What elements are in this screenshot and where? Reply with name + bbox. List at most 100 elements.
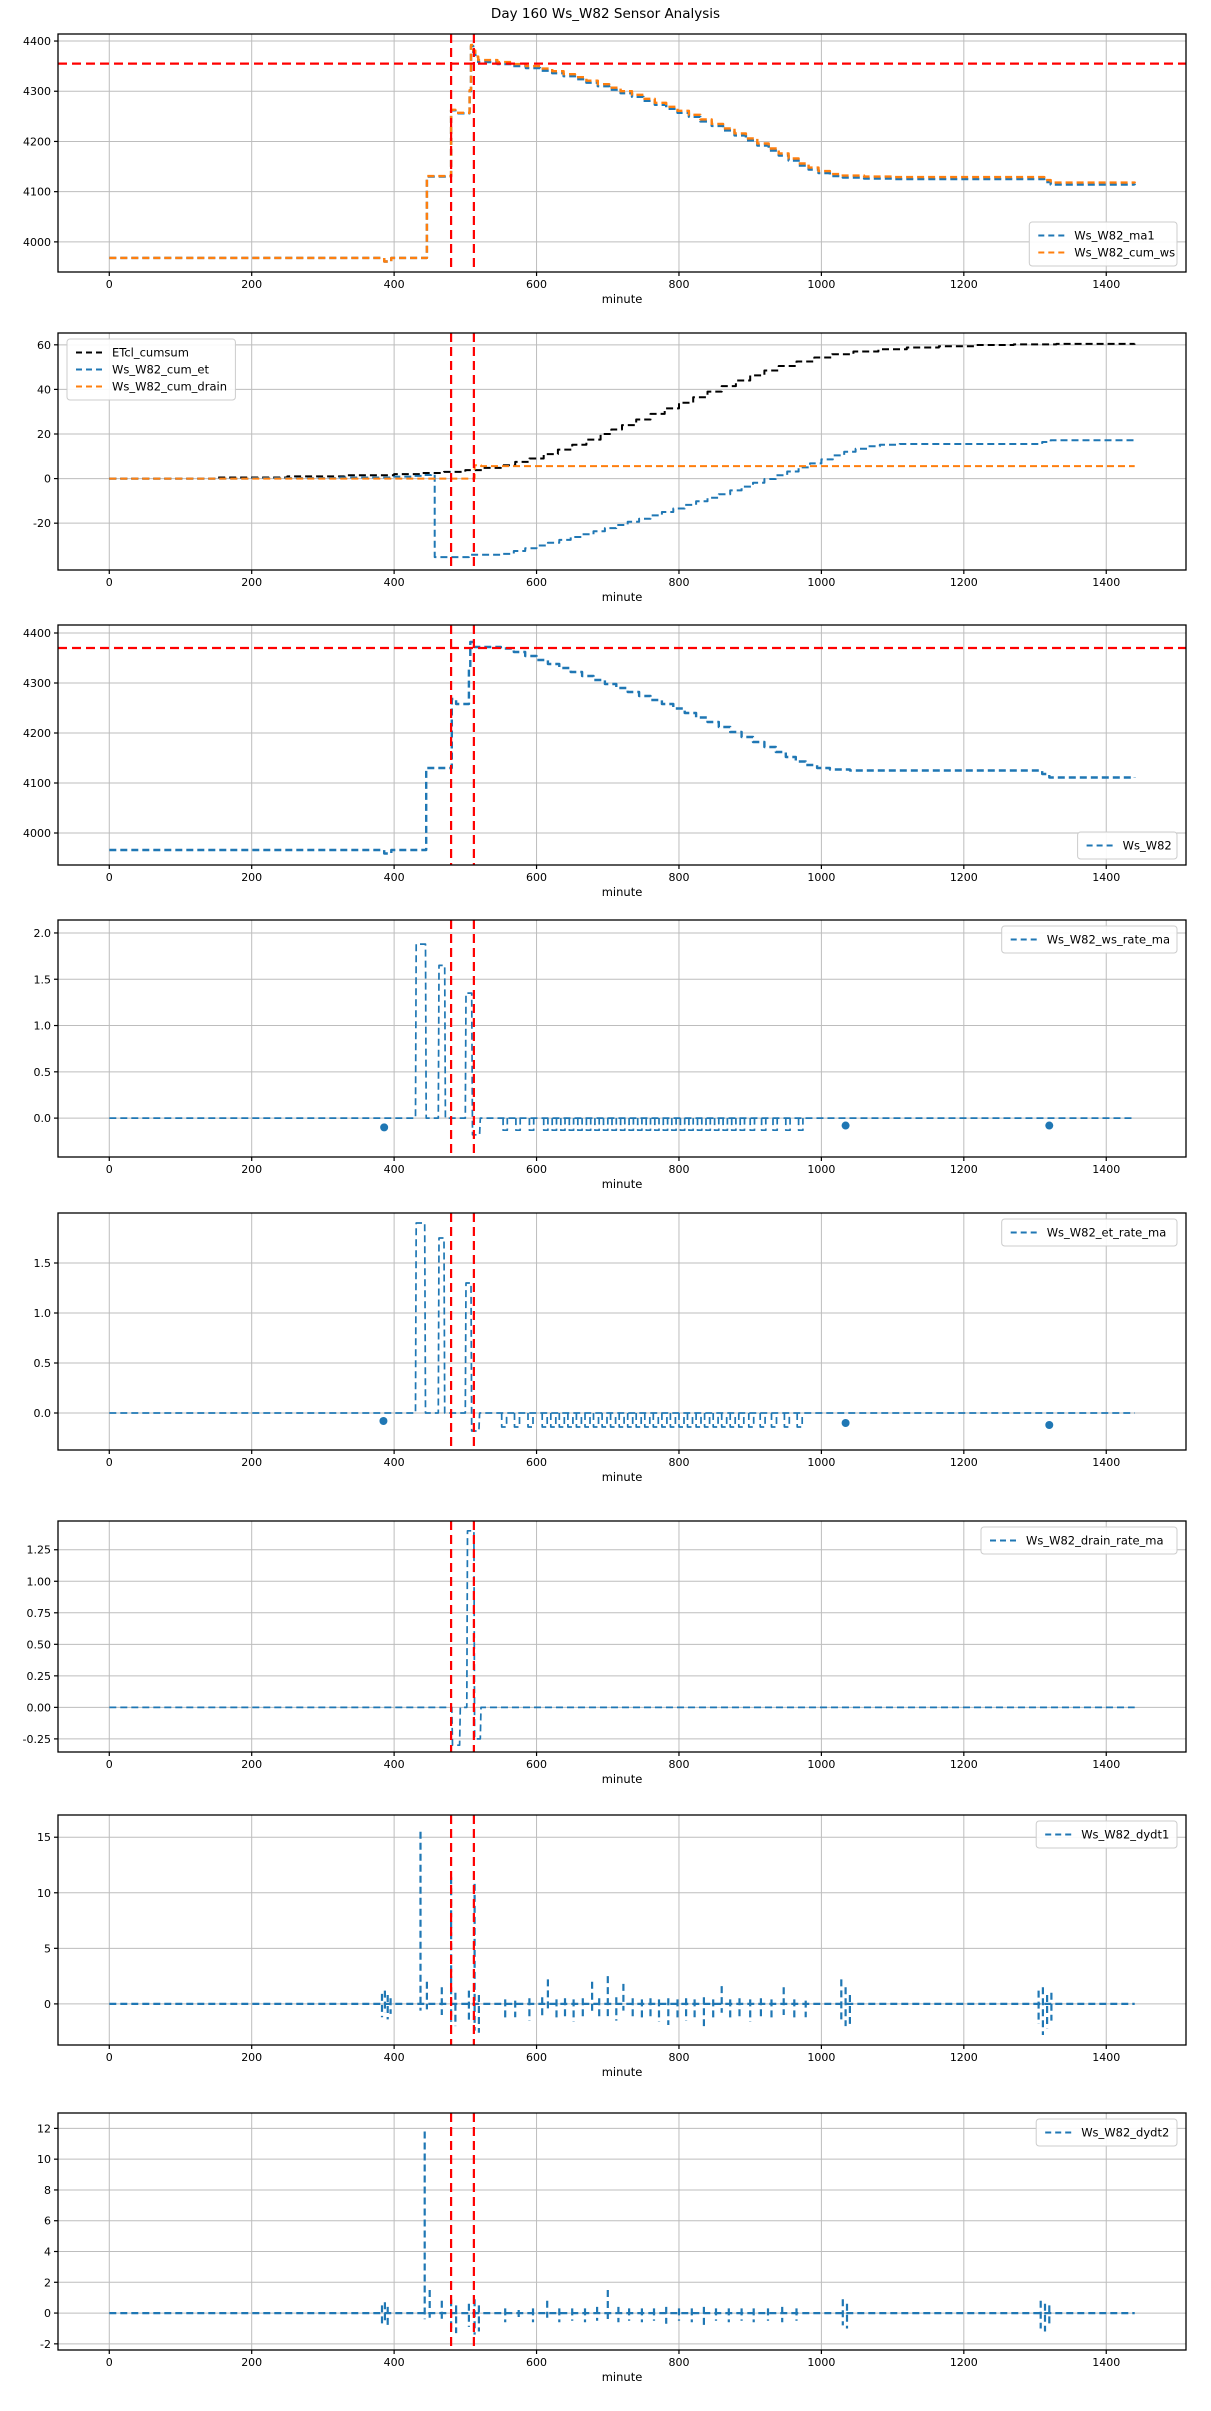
y-axis: -0.25 0.00 0.25 0.50 0.75 1.00 1.25	[23, 1544, 58, 1746]
legend: Ws_W82_et_rate_ma	[1001, 1218, 1178, 1247]
svg-text:20: 20	[37, 428, 51, 441]
x-axis-label: minute	[602, 292, 643, 306]
svg-text:600: 600	[526, 871, 547, 884]
svg-text:4100: 4100	[23, 186, 51, 199]
svg-text:4000: 4000	[23, 827, 51, 840]
svg-text:4200: 4200	[23, 135, 51, 148]
x-axis-label: minute	[602, 1772, 643, 1786]
svg-text:400: 400	[384, 2051, 405, 2064]
svg-text:10: 10	[37, 2153, 51, 2166]
svg-text:1200: 1200	[950, 1456, 978, 1469]
svg-text:1400: 1400	[1092, 2051, 1120, 2064]
svg-text:4100: 4100	[23, 777, 51, 790]
svg-text:1000: 1000	[807, 1163, 835, 1176]
svg-text:200: 200	[241, 1456, 262, 1469]
svg-text:1000: 1000	[807, 278, 835, 291]
legend: Ws_W82_drain_rate_ma	[980, 1526, 1178, 1555]
svg-text:1.0: 1.0	[34, 1020, 52, 1033]
svg-text:1400: 1400	[1092, 871, 1120, 884]
svg-text:-20: -20	[33, 517, 51, 530]
svg-text:200: 200	[241, 278, 262, 291]
series-Ws_W82_cum_ws	[109, 43, 1136, 263]
svg-text:0.50: 0.50	[27, 1638, 52, 1651]
x-axis: 0 200 400 600 800 1000 1200 1400 minute	[106, 2350, 1120, 2384]
legend: Ws_W82	[1077, 831, 1178, 860]
svg-text:1200: 1200	[950, 2051, 978, 2064]
svg-text:1200: 1200	[950, 1163, 978, 1176]
y-axis: 0 5 10 15	[37, 1831, 58, 2011]
svg-text:1400: 1400	[1092, 1758, 1120, 1771]
x-axis-label: minute	[602, 2370, 643, 2384]
legend: Ws_W82_dydt1	[1035, 1820, 1178, 1849]
legend: Ws_W82_ws_rate_ma	[1001, 925, 1178, 954]
series-Ws_W82_dydt1	[109, 1831, 1135, 2035]
svg-text:0: 0	[44, 1998, 51, 2011]
svg-text:1400: 1400	[1092, 576, 1120, 589]
svg-text:10: 10	[37, 1887, 51, 1900]
svg-text:1400: 1400	[1092, 1456, 1120, 1469]
svg-text:1200: 1200	[950, 576, 978, 589]
svg-text:1200: 1200	[950, 2356, 978, 2369]
svg-text:800: 800	[668, 278, 689, 291]
svg-text:5: 5	[44, 1942, 51, 1955]
series-Ws_W82_dydt2	[109, 2131, 1135, 2335]
legend-label: Ws_W82_cum_ws	[1074, 246, 1175, 260]
svg-text:0.0: 0.0	[34, 1407, 52, 1420]
series-Ws_W82_et_rate_ma	[109, 1222, 1135, 1432]
svg-text:1400: 1400	[1092, 2356, 1120, 2369]
svg-text:600: 600	[526, 2356, 547, 2369]
legend-label: ETcl_cumsum	[112, 346, 189, 360]
subplot-2: 0 200 400 600 800 1000 1200 1400 minute -20 0 20 40 6…	[33, 332, 1187, 604]
svg-text:600: 600	[526, 2051, 547, 2064]
y-axis: -2 0 2 4 6 8 10 12	[37, 2122, 58, 2351]
svg-text:0: 0	[106, 278, 113, 291]
x-axis: 0 200 400 600 800 1000 1200 1400 minute	[106, 2045, 1120, 2079]
svg-text:0.25: 0.25	[27, 1670, 52, 1683]
svg-text:0: 0	[106, 2051, 113, 2064]
svg-text:1000: 1000	[807, 871, 835, 884]
x-axis-label: minute	[602, 2065, 643, 2079]
svg-text:40: 40	[37, 383, 51, 396]
subplot-7: 0 200 400 600 800 1000 1200 1400 minute 0 5 10 15 Ws_…	[37, 1814, 1187, 2079]
svg-text:0: 0	[106, 1456, 113, 1469]
legend-label: Ws_W82_dydt2	[1081, 2126, 1169, 2140]
series-Ws_W82_cum_et	[109, 439, 1136, 559]
series-Ws_W82_drain_rate_ma	[109, 1529, 1135, 1747]
svg-text:8: 8	[44, 2184, 51, 2197]
svg-text:200: 200	[241, 576, 262, 589]
x-axis: 0 200 400 600 800 1000 1200 1400 minute	[106, 272, 1120, 306]
svg-text:200: 200	[241, 1758, 262, 1771]
svg-text:600: 600	[526, 1163, 547, 1176]
svg-text:4300: 4300	[23, 85, 51, 98]
svg-text:4400: 4400	[23, 627, 51, 640]
x-axis-label: minute	[602, 885, 643, 899]
subplot-4: 0 200 400 600 800 1000 1200 1400 minute 0.0 0.5 1.0…	[34, 919, 1187, 1191]
svg-text:0: 0	[44, 473, 51, 486]
svg-text:0: 0	[44, 2307, 51, 2320]
svg-text:800: 800	[668, 1456, 689, 1469]
x-axis: 0 200 400 600 800 1000 1200 1400 minute	[106, 1752, 1120, 1786]
x-axis: 0 200 400 600 800 1000 1200 1400 minute	[106, 1157, 1120, 1191]
legend-label: Ws_W82_ws_rate_ma	[1047, 933, 1170, 947]
legend-label: Ws_W82_et_rate_ma	[1047, 1226, 1167, 1240]
svg-text:6: 6	[44, 2215, 51, 2228]
svg-text:60: 60	[37, 339, 51, 352]
legend-label: Ws_W82_drain_rate_ma	[1026, 1534, 1164, 1548]
x-axis-label: minute	[602, 1470, 643, 1484]
subplot-6: 0 200 400 600 800 1000 1200 1400 minute -0.25 0.00…	[23, 1520, 1187, 1786]
svg-text:-0.25: -0.25	[23, 1733, 51, 1746]
svg-text:1.00: 1.00	[27, 1575, 52, 1588]
svg-text:0.0: 0.0	[34, 1112, 52, 1125]
svg-text:1400: 1400	[1092, 1163, 1120, 1176]
legend-label: Ws_W82	[1123, 839, 1172, 853]
series-Ws_W82	[109, 640, 1136, 855]
legend-label: Ws_W82_cum_et	[112, 363, 210, 377]
svg-text:0: 0	[106, 576, 113, 589]
svg-text:0.5: 0.5	[34, 1066, 52, 1079]
svg-text:2.0: 2.0	[34, 927, 52, 940]
svg-text:4400: 4400	[23, 35, 51, 48]
y-axis: -20 0 20 40 60	[33, 339, 58, 530]
y-axis: 0.0 0.5 1.0 1.5 2.0	[34, 927, 58, 1125]
svg-text:400: 400	[384, 871, 405, 884]
